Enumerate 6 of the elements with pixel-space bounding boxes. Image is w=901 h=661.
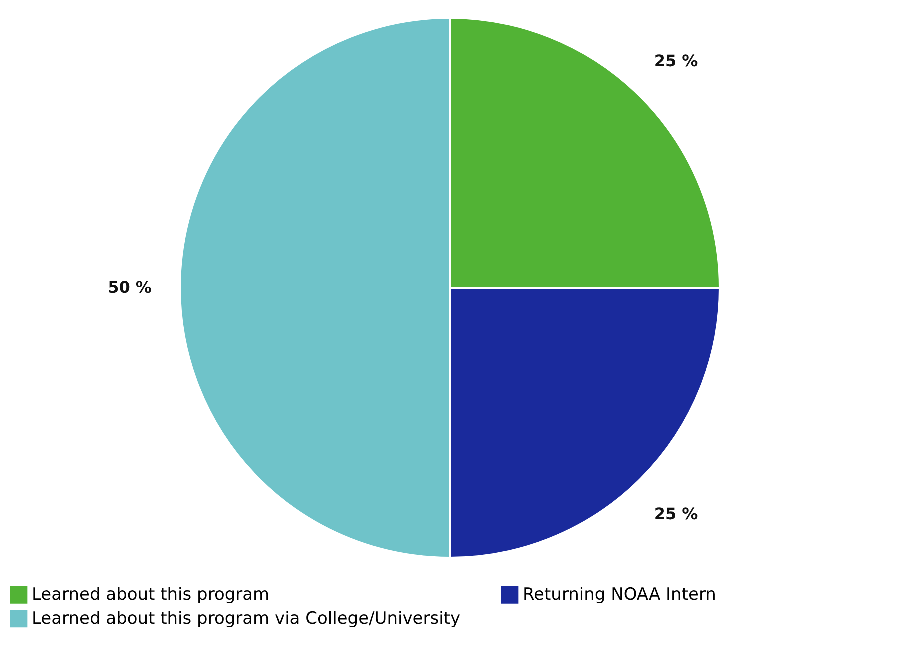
data-label: 25 %: [654, 504, 698, 524]
data-label: 50 %: [108, 278, 152, 297]
data-label: 25 %: [654, 52, 698, 71]
legend-label: Learned about this program: [32, 585, 270, 606]
legend-label: Returning NOAA Intern: [523, 585, 716, 606]
legend-label: Learned about this program via College/University: [32, 609, 461, 629]
